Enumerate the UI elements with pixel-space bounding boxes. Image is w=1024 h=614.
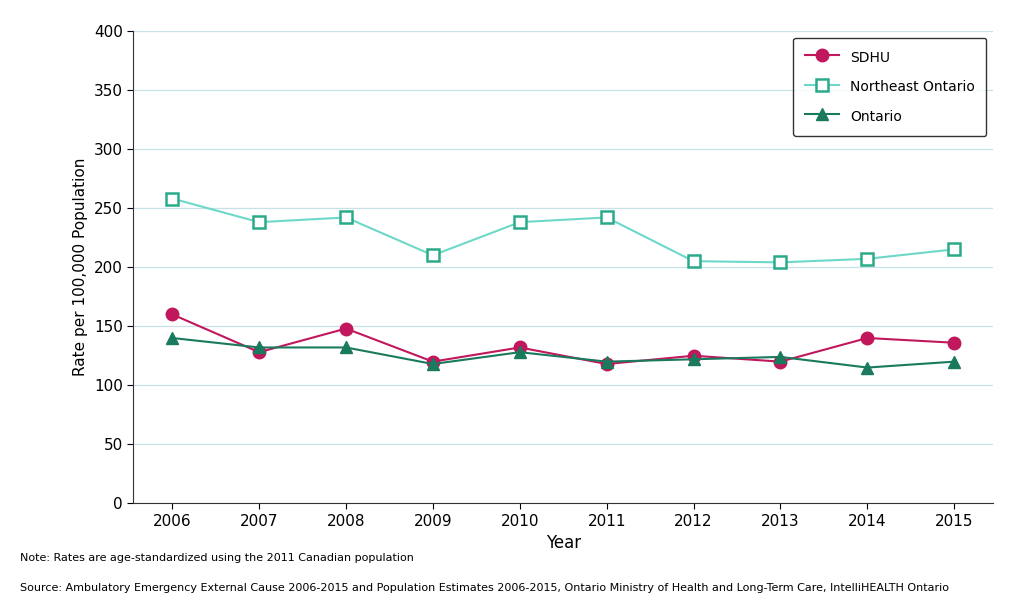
- Northeast Ontario: [166, 195, 178, 202]
- SDHU: [514, 344, 526, 351]
- Ontario: [166, 334, 178, 341]
- Line: SDHU: SDHU: [166, 308, 961, 370]
- Northeast Ontario: [687, 257, 699, 265]
- Ontario: [427, 360, 439, 368]
- SDHU: [253, 349, 265, 356]
- Legend: SDHU, Northeast Ontario, Ontario: SDHU, Northeast Ontario, Ontario: [794, 37, 986, 136]
- Ontario: [514, 349, 526, 356]
- Northeast Ontario: [514, 219, 526, 226]
- Northeast Ontario: [861, 255, 873, 263]
- Ontario: [687, 356, 699, 363]
- SDHU: [687, 352, 699, 359]
- Y-axis label: Rate per 100,000 Population: Rate per 100,000 Population: [73, 158, 88, 376]
- SDHU: [948, 339, 961, 346]
- Ontario: [948, 358, 961, 365]
- SDHU: [861, 334, 873, 341]
- Northeast Ontario: [253, 219, 265, 226]
- Text: Note: Rates are age-standardized using the 2011 Canadian population: Note: Rates are age-standardized using t…: [20, 553, 415, 562]
- Northeast Ontario: [340, 214, 352, 221]
- Ontario: [600, 358, 612, 365]
- Ontario: [774, 353, 786, 360]
- Ontario: [340, 344, 352, 351]
- Northeast Ontario: [427, 252, 439, 259]
- X-axis label: Year: Year: [546, 534, 581, 553]
- Northeast Ontario: [774, 258, 786, 266]
- Northeast Ontario: [600, 214, 612, 221]
- SDHU: [166, 311, 178, 318]
- Ontario: [861, 364, 873, 371]
- SDHU: [427, 358, 439, 365]
- Ontario: [253, 344, 265, 351]
- Northeast Ontario: [948, 246, 961, 253]
- Line: Northeast Ontario: Northeast Ontario: [167, 193, 959, 268]
- Line: Ontario: Ontario: [166, 332, 961, 374]
- SDHU: [774, 358, 786, 365]
- Text: Source: Ambulatory Emergency External Cause 2006-2015 and Population Estimates 2: Source: Ambulatory Emergency External Ca…: [20, 583, 949, 593]
- SDHU: [340, 325, 352, 332]
- SDHU: [600, 360, 612, 368]
